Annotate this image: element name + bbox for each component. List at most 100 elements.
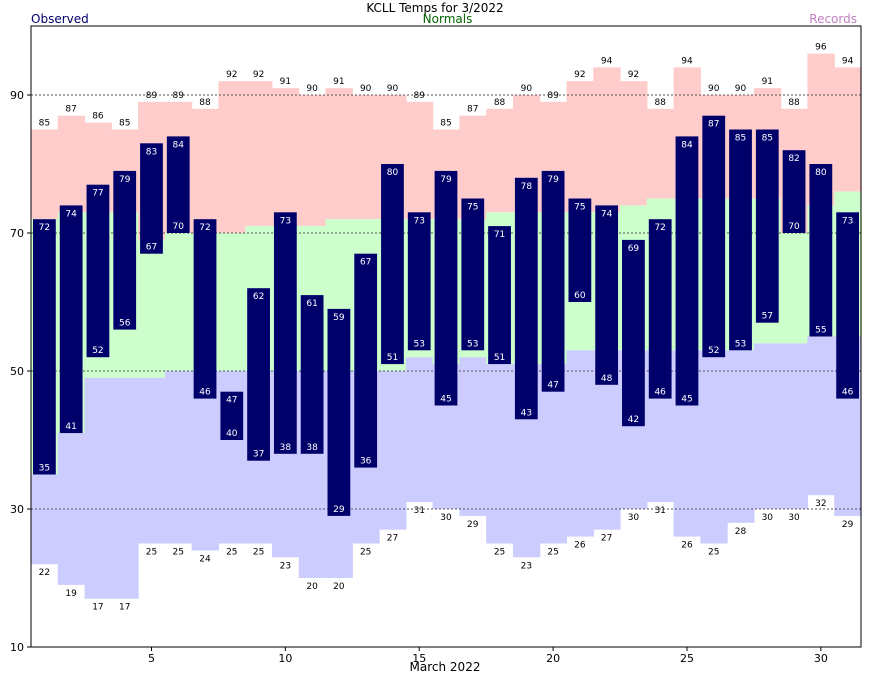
record-low-label: 30: [628, 513, 640, 523]
record-high-label: 90: [387, 84, 399, 94]
observed-bar: [514, 177, 538, 420]
record-high-label: 90: [306, 84, 318, 94]
y-tick-label: 90: [10, 89, 24, 102]
observed-low-label: 45: [440, 395, 451, 405]
observed-low-label: 46: [654, 388, 666, 398]
observed-low-label: 53: [413, 339, 424, 349]
record-high-label: 85: [119, 119, 130, 129]
record-high-label: 89: [173, 91, 185, 101]
observed-low-label: 42: [628, 415, 639, 425]
record-high-band: [405, 101, 434, 220]
observed-bar: [59, 205, 83, 434]
observed-bar: [595, 205, 619, 385]
observed-bar: [434, 170, 458, 406]
record-low-label: 25: [547, 548, 558, 558]
record-high-label: 91: [762, 77, 773, 87]
record-high-label: 88: [494, 98, 506, 108]
record-low-label: 26: [574, 541, 586, 551]
record-high-band: [271, 88, 300, 227]
record-high-label: 94: [842, 56, 854, 66]
x-tick-label: 5: [148, 652, 155, 665]
observed-bar: [113, 170, 137, 330]
observed-bar: [166, 136, 190, 233]
observed-bar: [702, 115, 726, 358]
observed-low-label: 53: [467, 339, 478, 349]
observed-bar: [675, 136, 699, 406]
legend-normals: Normals: [422, 12, 473, 26]
observed-bar: [193, 219, 217, 399]
observed-low-label: 70: [173, 222, 185, 232]
record-low-label: 23: [280, 561, 291, 571]
record-high-label: 85: [440, 119, 451, 129]
record-low-label: 27: [601, 534, 612, 544]
record-low-band: [84, 377, 112, 599]
record-low-label: 27: [387, 534, 398, 544]
x-tick-label: 10: [278, 652, 292, 665]
observed-low-label: 46: [842, 388, 854, 398]
record-low-band: [379, 371, 407, 530]
observed-high-label: 69: [628, 244, 640, 254]
record-high-label: 88: [199, 98, 211, 108]
legend-records: Records: [809, 12, 857, 26]
observed-high-label: 75: [574, 203, 585, 213]
chart-title: KCLL Temps for 3/2022: [366, 1, 504, 15]
observed-high-label: 78: [521, 182, 533, 192]
observed-bar: [381, 164, 404, 365]
observed-high-label: 83: [146, 147, 157, 157]
record-high-band: [566, 81, 594, 213]
observed-low-label: 51: [494, 353, 505, 363]
record-low-band: [780, 343, 809, 509]
record-low-band: [138, 377, 166, 544]
record-high-label: 89: [413, 91, 425, 101]
observed-high-label: 62: [253, 292, 264, 302]
record-low-label: 28: [735, 527, 747, 537]
record-high-label: 91: [333, 77, 344, 87]
record-high-label: 90: [521, 84, 533, 94]
record-low-label: 30: [762, 513, 774, 523]
observed-high-label: 75: [467, 203, 478, 213]
observed-high-label: 79: [119, 175, 131, 185]
observed-low-label: 37: [253, 450, 264, 460]
observed-high-label: 73: [280, 216, 291, 226]
observed-bar: [407, 212, 431, 351]
record-low-label: 31: [654, 506, 665, 516]
observed-low-label: 36: [360, 457, 372, 467]
observed-low-label: 57: [762, 312, 773, 322]
observed-bar: [809, 164, 833, 337]
record-low-band: [405, 357, 434, 503]
observed-high-label: 85: [762, 134, 773, 144]
record-low-label: 25: [360, 548, 371, 558]
record-low-label: 23: [521, 561, 532, 571]
observed-bar: [300, 295, 324, 454]
record-high-label: 85: [39, 119, 50, 129]
record-high-band: [57, 115, 86, 213]
record-high-label: 86: [92, 112, 104, 122]
observed-bar: [273, 212, 297, 454]
record-high-band: [620, 81, 648, 206]
observed-low-label: 67: [146, 243, 157, 253]
observed-bar: [86, 184, 110, 358]
record-low-band: [753, 343, 782, 509]
observed-low-label: 55: [815, 326, 826, 336]
record-high-label: 92: [226, 70, 237, 80]
record-high-band: [298, 95, 327, 227]
observed-high-label: 85: [735, 134, 746, 144]
y-tick-label: 50: [10, 365, 24, 378]
record-low-band: [486, 364, 514, 544]
normal-band: [164, 233, 193, 371]
record-high-band: [218, 81, 246, 233]
plot-frame: [30, 25, 862, 648]
x-tick-label: 20: [546, 652, 560, 665]
observed-high-label: 67: [360, 258, 371, 268]
observed-high-label: 61: [306, 299, 317, 309]
record-high-label: 89: [146, 91, 158, 101]
record-low-label: 25: [226, 548, 237, 558]
y-tick-label: 70: [10, 227, 24, 240]
observed-low-label: 41: [65, 422, 76, 432]
observed-high-label: 80: [815, 168, 827, 178]
observed-high-label: 87: [708, 120, 719, 130]
observed-low-label: 47: [547, 381, 558, 391]
record-high-band: [325, 88, 353, 220]
record-high-band: [191, 108, 220, 233]
record-low-label: 29: [842, 520, 854, 530]
